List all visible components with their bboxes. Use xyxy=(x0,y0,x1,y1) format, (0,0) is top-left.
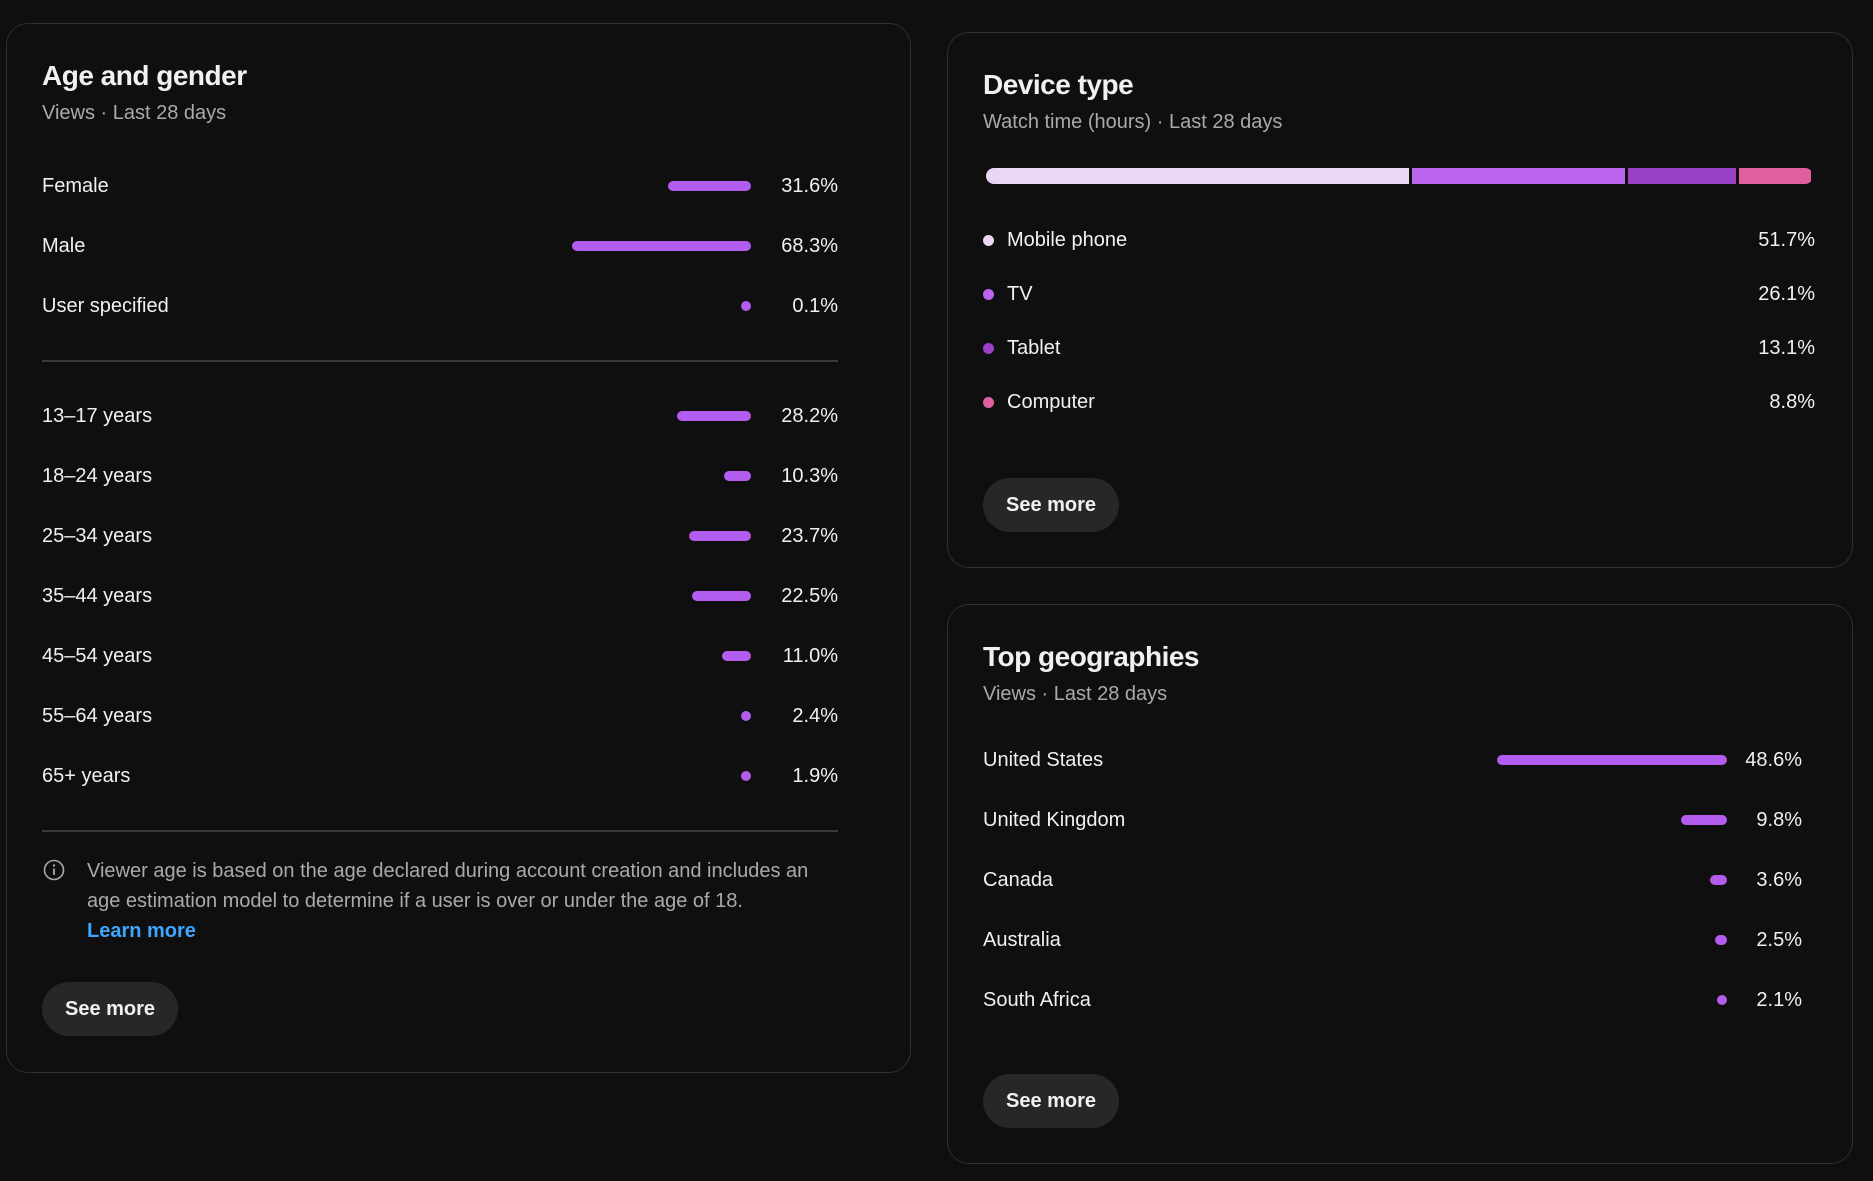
gender-row-bar xyxy=(572,241,751,251)
geo-row-bar xyxy=(1680,815,1727,825)
gender-row-label: Male xyxy=(42,234,86,257)
age-row-label: 35–44 years xyxy=(42,584,153,607)
geo-row-bar xyxy=(1717,995,1727,1005)
gender-row-label: Female xyxy=(42,174,109,197)
geo-row-bar xyxy=(1709,875,1727,885)
gender-row-percent: 0.1% xyxy=(792,294,838,317)
age-row-label: 13–17 years xyxy=(42,404,153,427)
geo-row-percent: 48.6% xyxy=(1745,748,1802,771)
age-row-label: 25–34 years xyxy=(42,524,153,547)
device-row-percent: 13.1% xyxy=(1758,336,1815,359)
age-row-bar xyxy=(741,711,751,721)
divider xyxy=(42,360,838,362)
device-row: TV 26.1% xyxy=(983,279,1815,309)
geo-row-label: Australia xyxy=(983,928,1061,951)
age-row-percent: 11.0% xyxy=(782,644,838,667)
age-row-bar xyxy=(688,531,751,541)
age-row-percent: 23.7% xyxy=(781,524,838,547)
device-row: Mobile phone 51.7% xyxy=(983,225,1815,255)
device-see-more-button[interactable]: See more xyxy=(983,478,1120,532)
age-row: 13–17 years 28.2% xyxy=(42,401,838,431)
geo-row-label: United Kingdom xyxy=(983,808,1126,831)
gender-row-percent: 68.3% xyxy=(781,234,838,257)
gender-row: User specified 0.1% xyxy=(42,291,838,321)
geo-row: Australia 2.5% xyxy=(983,925,1802,955)
age-row: 18–24 years 10.3% xyxy=(42,461,838,491)
geo-row-label: United States xyxy=(983,748,1104,771)
geo-row: United Kingdom 9.8% xyxy=(983,805,1802,835)
device-row: Computer 8.8% xyxy=(983,387,1815,417)
age-row-bar xyxy=(677,411,751,421)
gender-row-percent: 31.6% xyxy=(781,174,838,197)
age-row-label: 45–54 years xyxy=(42,644,153,667)
age-row-bar xyxy=(692,591,751,601)
geo-row-percent: 3.6% xyxy=(1756,868,1802,891)
age-row-percent: 2.4% xyxy=(792,704,838,727)
age-row-label: 65+ years xyxy=(42,764,131,787)
geo-row-label: Canada xyxy=(983,868,1054,891)
age-row: 25–34 years 23.7% xyxy=(42,521,838,551)
legend-dot-icon xyxy=(983,396,994,408)
geo-row: United States 48.6% xyxy=(983,745,1802,775)
device-row-label: Tablet xyxy=(1007,336,1061,359)
age-row-percent: 1.9% xyxy=(792,764,838,787)
device-type-subtitle: Watch time (hours) · Last 28 days xyxy=(983,111,1283,133)
legend-dot-icon xyxy=(983,234,994,246)
device-row-label: Computer xyxy=(1007,390,1095,413)
age-row-label: 55–64 years xyxy=(42,704,153,727)
geo-row: Canada 3.6% xyxy=(983,865,1802,895)
device-row: Tablet 13.1% xyxy=(983,333,1815,363)
age-row-percent: 10.3% xyxy=(781,464,838,487)
age-note-text: Viewer age is based on the age declared … xyxy=(87,860,809,912)
age-row: 65+ years 1.9% xyxy=(42,761,838,791)
device-stacked-bar xyxy=(986,168,1813,184)
age-row: 35–44 years 22.5% xyxy=(42,581,838,611)
gender-row-bar xyxy=(741,301,751,311)
legend-dot-icon xyxy=(983,288,994,300)
geo-row-percent: 2.1% xyxy=(1756,988,1802,1011)
device-row-percent: 26.1% xyxy=(1758,282,1815,305)
device-segment xyxy=(1735,168,1811,184)
top-geographies-subtitle: Views · Last 28 days xyxy=(983,683,1168,705)
device-row-percent: 8.8% xyxy=(1769,390,1815,413)
geo-row: South Africa 2.1% xyxy=(983,985,1802,1015)
divider xyxy=(42,830,838,832)
age-row-label: 18–24 years xyxy=(42,464,153,487)
info-icon xyxy=(43,859,65,881)
top-geographies-card: Top geographies Views · Last 28 days Uni… xyxy=(947,604,1853,1164)
age-row: 55–64 years 2.4% xyxy=(42,701,838,731)
device-segment xyxy=(986,168,1409,184)
gender-row: Male 68.3% xyxy=(42,231,838,261)
device-segment xyxy=(1408,168,1626,184)
age-row-bar xyxy=(722,651,751,661)
geo-see-more-button[interactable]: See more xyxy=(983,1074,1120,1128)
device-segment xyxy=(1625,168,1736,184)
age-gender-title: Age and gender xyxy=(42,60,247,91)
age-row: 45–54 years 11.0% xyxy=(42,641,838,671)
age-row-bar xyxy=(741,771,751,781)
geo-row-label: South Africa xyxy=(983,988,1091,1011)
gender-row-bar xyxy=(668,181,751,191)
age-row-percent: 22.5% xyxy=(781,584,838,607)
age-gender-subtitle: Views · Last 28 days xyxy=(42,102,227,124)
gender-row: Female 31.6% xyxy=(42,171,838,201)
device-type-title: Device type xyxy=(983,69,1134,100)
gender-row-label: User specified xyxy=(42,294,169,317)
age-row-percent: 28.2% xyxy=(781,404,838,427)
geo-row-percent: 2.5% xyxy=(1756,928,1802,951)
age-note: Viewer age is based on the age declared … xyxy=(42,856,842,946)
age-gender-see-more-button[interactable]: See more xyxy=(42,982,179,1036)
device-row-label: TV xyxy=(1007,282,1033,305)
legend-dot-icon xyxy=(983,342,994,354)
learn-more-link[interactable]: Learn more xyxy=(87,920,196,942)
top-geographies-title: Top geographies xyxy=(983,641,1200,672)
age-row-bar xyxy=(724,471,751,481)
geo-row-bar xyxy=(1497,755,1727,765)
device-type-card: Device type Watch time (hours) · Last 28… xyxy=(947,32,1853,568)
geo-row-percent: 9.8% xyxy=(1756,808,1802,831)
age-gender-card: Age and gender Views · Last 28 days Fema… xyxy=(6,23,911,1073)
geo-row-bar xyxy=(1715,935,1727,945)
device-row-percent: 51.7% xyxy=(1758,228,1815,251)
device-row-label: Mobile phone xyxy=(1007,228,1128,251)
